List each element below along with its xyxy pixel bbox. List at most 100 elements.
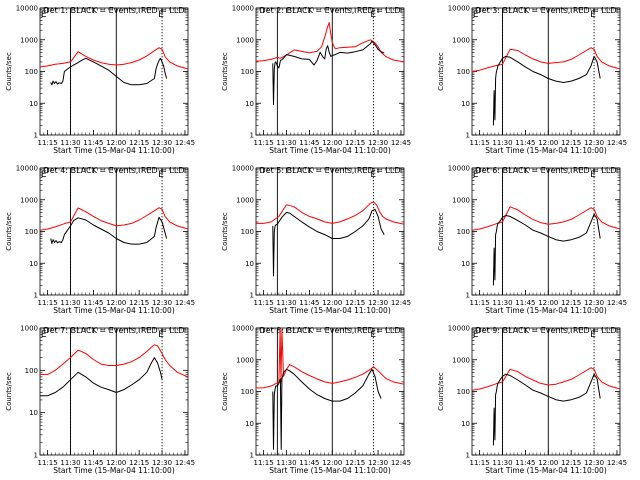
x-tick-label: 12:30 — [368, 139, 388, 147]
x-tick-label: 12:45 — [175, 459, 195, 467]
y-tick-label: 10 — [245, 420, 254, 428]
x-axis-label: Start Time (15-Mar-04 11:10:00) — [485, 146, 607, 155]
x-tick-label: 11:45 — [299, 459, 319, 467]
x-tick-label: 11:45 — [83, 299, 103, 307]
event-marker-label: E — [590, 170, 596, 180]
x-tick-label: 11:45 — [515, 139, 535, 147]
y-tick-label: 10 — [29, 409, 38, 417]
x-tick-label: 12:30 — [152, 139, 172, 147]
x-tick-label: 11:30 — [60, 139, 80, 147]
x-tick-label: 12:00 — [322, 139, 342, 147]
y-tick-label: 10 — [461, 100, 470, 108]
x-tick-label: 11:15 — [470, 299, 490, 307]
y-tick-label: 1000 — [452, 36, 470, 44]
red-lld-series — [256, 201, 405, 225]
detector-panel: Det 9: BLACK = Events, RED = LLD Counts/s… — [437, 325, 627, 476]
event-marker-label: E — [370, 170, 376, 180]
x-tick-label: 11:15 — [254, 299, 274, 307]
y-tick-label: 10 — [29, 100, 38, 108]
plot-frame — [39, 167, 189, 296]
x-axis-label: Start Time (15-Mar-04 11:10:00) — [269, 306, 391, 315]
panel-title: Det 5: BLACK = Events, RED = LLD — [260, 166, 401, 175]
x-tick-label: 12:45 — [391, 459, 411, 467]
detector-panel: Det 8: BLACK = Events, RED = LLD Counts/s… — [221, 325, 411, 476]
x-tick-label: 12:00 — [538, 139, 558, 147]
x-tick-label: 11:15 — [38, 139, 58, 147]
x-tick-label: 12:30 — [368, 299, 388, 307]
y-tick-label: 100 — [457, 388, 470, 396]
x-tick-label: 12:15 — [561, 459, 581, 467]
x-tick-label: 11:45 — [299, 139, 319, 147]
x-tick-label: 12:30 — [368, 459, 388, 467]
panel-title: Det 4: BLACK = Events, RED = LLD — [44, 166, 185, 175]
y-tick-label: 10000 — [448, 5, 470, 13]
red-lld-series — [39, 207, 189, 231]
x-tick-label: 12:45 — [175, 299, 195, 307]
plot-frame — [39, 327, 189, 456]
x-tick-label: 11:45 — [83, 459, 103, 467]
x-axis-label: Start Time (15-Mar-04 11:10:00) — [485, 306, 607, 315]
panel-title: Det 1: BLACK = Events, RED = LLD — [44, 6, 185, 15]
event-marker-label: E — [473, 170, 479, 180]
black-events-series — [492, 213, 601, 286]
event-marker-label: E — [473, 330, 479, 340]
red-lld-series — [40, 344, 189, 378]
y-tick-label: 1 — [34, 292, 38, 300]
x-tick-label: 12:30 — [584, 299, 604, 307]
x-tick-label: 11:30 — [492, 459, 512, 467]
x-tick-label: 11:15 — [470, 459, 490, 467]
y-tick-label: 1000 — [236, 356, 254, 364]
y-axis-label: Counts/sec — [437, 212, 445, 251]
y-tick-label: 1000 — [20, 196, 38, 204]
black-events-series — [492, 373, 601, 446]
x-tick-label: 12:15 — [345, 459, 365, 467]
black-events-series — [50, 57, 168, 86]
plot-frame — [255, 327, 405, 456]
x-tick-label: 11:15 — [38, 299, 58, 307]
panel-title: Det 2: BLACK = Events, RED = LLD — [260, 6, 401, 15]
red-lld-series — [256, 329, 405, 389]
detector-panel: Det 2: BLACK = Events, RED = LLD Counts/s… — [221, 5, 411, 156]
plot-frame — [39, 7, 189, 136]
x-tick-label: 12:45 — [175, 139, 195, 147]
detector-panel: Det 4: BLACK = Events, RED = LLD Counts/s… — [5, 165, 195, 316]
x-tick-label: 12:15 — [129, 459, 149, 467]
plot-frame — [471, 7, 621, 136]
y-tick-label: 10000 — [232, 5, 254, 13]
event-marker-label: E — [41, 170, 47, 180]
x-tick-label: 11:15 — [254, 459, 274, 467]
x-tick-label: 12:30 — [584, 139, 604, 147]
x-tick-label: 11:45 — [515, 299, 535, 307]
panel-title: Det 9: BLACK = Events, RED = LLD — [476, 326, 617, 335]
x-tick-label: 12:30 — [152, 299, 172, 307]
y-axis-label: Counts/sec — [437, 52, 445, 91]
x-tick-label: 12:30 — [584, 459, 604, 467]
y-tick-label: 1000 — [452, 356, 470, 364]
x-tick-label: 11:30 — [276, 299, 296, 307]
event-marker-label: E — [158, 10, 164, 20]
x-tick-label: 11:30 — [276, 459, 296, 467]
x-tick-label: 12:45 — [607, 139, 627, 147]
y-tick-label: 10 — [461, 260, 470, 268]
black-events-series — [50, 216, 168, 245]
y-tick-label: 100 — [25, 68, 38, 76]
x-tick-label: 12:45 — [607, 459, 627, 467]
y-tick-label: 1000 — [20, 325, 38, 333]
red-lld-series — [39, 47, 189, 70]
y-tick-label: 10 — [245, 260, 254, 268]
y-tick-label: 10000 — [16, 5, 38, 13]
y-tick-label: 1 — [34, 132, 38, 140]
x-tick-label: 11:30 — [60, 299, 80, 307]
y-tick-label: 10 — [245, 100, 254, 108]
x-tick-label: 11:45 — [515, 459, 535, 467]
x-axis-label: Start Time (15-Mar-04 11:10:00) — [485, 466, 607, 475]
detector-panel: Det 7: BLACK = Events, RED = LLD Counts/s… — [5, 325, 195, 476]
event-marker-label: E — [41, 10, 47, 20]
x-tick-label: 11:15 — [38, 459, 58, 467]
y-tick-label: 1000 — [20, 36, 38, 44]
event-marker-label: E — [370, 10, 376, 20]
x-tick-label: 12:45 — [607, 299, 627, 307]
x-tick-label: 11:30 — [492, 299, 512, 307]
y-tick-label: 1 — [466, 452, 470, 460]
red-lld-series — [255, 22, 405, 63]
